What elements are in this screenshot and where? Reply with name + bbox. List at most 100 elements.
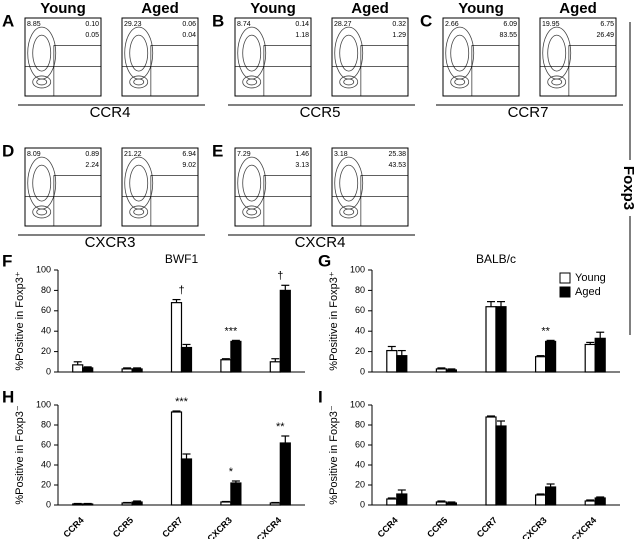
quadrant-value: 8.09 xyxy=(27,151,41,158)
contour xyxy=(343,78,355,86)
quadrant-value: 0.32 xyxy=(392,21,406,28)
panel-letter: B xyxy=(212,11,224,30)
quadrant-value: 43.53 xyxy=(388,162,406,169)
bar xyxy=(594,337,606,373)
contour xyxy=(551,78,563,86)
bar xyxy=(121,368,133,373)
bar xyxy=(72,364,84,373)
marker-label: CCR4 xyxy=(90,104,131,121)
bar xyxy=(170,302,183,373)
contour xyxy=(36,208,48,216)
bar xyxy=(584,500,596,506)
y-tick-label: 0 xyxy=(46,366,51,376)
y-tick-label: 20 xyxy=(355,346,365,356)
contour xyxy=(129,34,149,72)
bar xyxy=(386,349,398,373)
bar xyxy=(495,425,507,506)
y-tick-label: 60 xyxy=(355,305,365,315)
plot-frame xyxy=(539,17,617,97)
bar xyxy=(82,503,94,506)
quadrant-value: 3.13 xyxy=(295,162,309,169)
bar xyxy=(485,306,497,373)
quadrant-value: 3.18 xyxy=(334,151,348,158)
y-tick-label: 0 xyxy=(46,499,51,509)
marker-label: CCR7 xyxy=(508,104,549,121)
bar xyxy=(279,442,291,506)
quadrant-value: 9.02 xyxy=(182,162,196,169)
quadrant-value: 29.23 xyxy=(124,21,142,28)
contour xyxy=(343,208,355,216)
bar xyxy=(396,355,408,373)
quadrant-value: 0.05 xyxy=(85,32,99,39)
panel-letter: F xyxy=(2,251,12,270)
contour xyxy=(129,75,149,89)
contour xyxy=(242,34,262,72)
contour xyxy=(339,205,359,219)
chart-title: BWF1 xyxy=(165,252,199,266)
x-tick-label: CXCR4 xyxy=(570,515,599,539)
y-tick-label: 80 xyxy=(355,285,365,295)
panel-letter: I xyxy=(318,387,323,406)
quadrant-value: 6.94 xyxy=(182,151,196,158)
x-tick-label: CCR5 xyxy=(425,515,449,539)
y-tick-label: 80 xyxy=(41,419,51,429)
bar xyxy=(534,356,547,373)
group-label: Young xyxy=(458,0,504,17)
bar xyxy=(279,289,291,373)
annotation: *** xyxy=(175,396,189,408)
panel-letter: C xyxy=(420,11,432,30)
annotation: † xyxy=(178,284,184,296)
contour xyxy=(133,208,145,216)
annotation: *** xyxy=(224,325,238,337)
bar xyxy=(584,343,596,373)
contour xyxy=(242,205,262,219)
y-tick-label: 20 xyxy=(355,479,365,489)
x-tick-label: CCR7 xyxy=(475,515,499,539)
group-label: Aged xyxy=(141,0,179,17)
panel-letter: H xyxy=(2,387,14,406)
y-tick-label: 60 xyxy=(41,439,51,449)
quadrant-value: 1.29 xyxy=(392,32,406,39)
bar xyxy=(72,503,84,506)
bar xyxy=(594,497,606,506)
plot-frame xyxy=(234,147,312,227)
contour xyxy=(32,34,52,72)
bar xyxy=(435,368,447,373)
y-tick-label: 40 xyxy=(355,326,365,336)
bar xyxy=(544,486,557,506)
chart-title: BALB/c xyxy=(476,252,516,266)
quadrant-value: 8.74 xyxy=(237,21,251,28)
contour xyxy=(450,75,470,89)
legend-swatch xyxy=(559,272,571,284)
quadrant-value: 2.24 xyxy=(85,162,99,169)
contour xyxy=(454,78,466,86)
contour xyxy=(242,75,262,89)
bar xyxy=(544,340,557,373)
x-tick-label: CCR7 xyxy=(160,515,184,539)
quadrant-value: 25.38 xyxy=(388,151,406,158)
quadrant-value: 6.75 xyxy=(600,21,614,28)
y-tick-label: 60 xyxy=(41,305,51,315)
bar xyxy=(269,502,281,506)
annotation: ** xyxy=(541,325,550,337)
y-tick-label: 60 xyxy=(355,439,365,449)
quadrant-value: 8.85 xyxy=(27,21,41,28)
quadrant-value: 26.49 xyxy=(596,32,614,39)
contour xyxy=(32,75,52,89)
contour xyxy=(242,164,262,202)
bar xyxy=(131,501,143,506)
contour xyxy=(36,78,48,86)
x-tick-label: CXCR3 xyxy=(520,515,549,539)
x-tick-label: CXCR3 xyxy=(205,515,234,539)
bar xyxy=(445,369,457,373)
contour xyxy=(547,34,567,72)
legend-label: Aged xyxy=(575,286,601,298)
contour xyxy=(339,164,359,202)
contour xyxy=(246,78,258,86)
contour xyxy=(129,164,149,202)
annotation: * xyxy=(229,466,234,478)
bar xyxy=(396,493,408,506)
plot-frame xyxy=(24,17,102,97)
y-axis-label: %Positive in Foxp3⁻ xyxy=(328,405,340,505)
